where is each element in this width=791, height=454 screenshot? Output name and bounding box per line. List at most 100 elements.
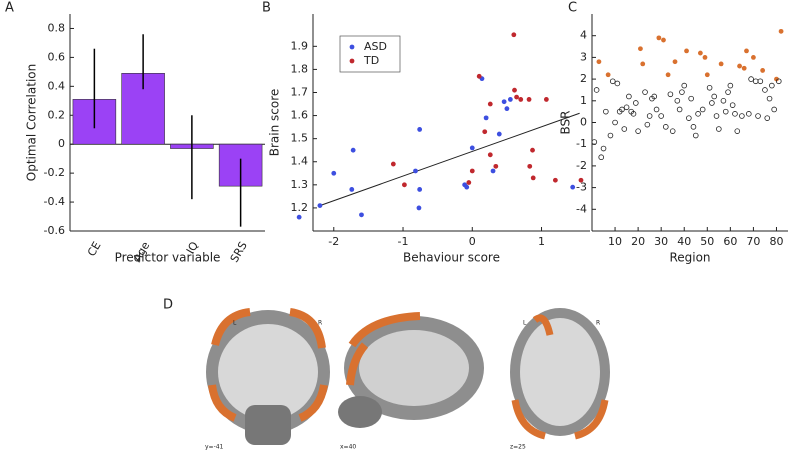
- x-tick-label: -2: [328, 235, 339, 248]
- panel-label: D: [163, 298, 173, 313]
- point: [774, 76, 779, 82]
- point: [741, 65, 747, 71]
- point: [681, 82, 688, 89]
- y-tick-label: 1: [580, 94, 587, 107]
- point: [734, 128, 741, 134]
- brain-right: R: [318, 320, 322, 327]
- point: [487, 152, 493, 158]
- point: [690, 124, 697, 130]
- point: [603, 108, 609, 115]
- y-tick-label: 1.8: [291, 62, 309, 75]
- point: [466, 180, 472, 185]
- point: [464, 184, 470, 190]
- point: [626, 93, 632, 100]
- brain-coord: z=25: [510, 444, 526, 451]
- point: [704, 72, 710, 78]
- point: [661, 37, 666, 43]
- point: [720, 98, 727, 104]
- point: [501, 99, 507, 105]
- y-tick-label: 0.4: [48, 79, 66, 92]
- y-tick-label: -2: [576, 159, 587, 172]
- highlight: [511, 314, 609, 440]
- point: [725, 89, 731, 95]
- x-tick-label: CE: [85, 239, 104, 258]
- point: [760, 68, 766, 73]
- panel-label: A: [5, 1, 14, 16]
- point: [656, 35, 662, 41]
- point: [755, 113, 761, 119]
- x-tick-label: 70: [746, 235, 760, 248]
- y-tick-label: 0: [580, 116, 587, 129]
- point: [676, 106, 683, 113]
- point: [402, 182, 407, 188]
- y-tick-label: -3: [576, 181, 587, 194]
- point: [614, 80, 621, 87]
- y-tick-label: 0.2: [48, 108, 66, 121]
- x-tick-label: 0: [469, 235, 476, 248]
- x-tick-label: SRS: [228, 239, 250, 264]
- y-tick-label: -0.2: [44, 166, 65, 179]
- point: [598, 154, 605, 161]
- point: [775, 78, 782, 85]
- point: [739, 113, 745, 119]
- y-tick-label: -1: [576, 137, 587, 150]
- point: [527, 163, 533, 169]
- white-matter: [218, 324, 318, 420]
- point: [630, 111, 637, 117]
- y-tick-label: 3: [580, 50, 587, 63]
- point: [621, 126, 628, 132]
- y-tick-label: 0.6: [48, 50, 66, 63]
- cerebellum: [245, 405, 291, 445]
- panel-label: B: [262, 1, 271, 16]
- x-tick-label: 30: [654, 235, 668, 248]
- point: [487, 101, 493, 107]
- x-tick-label: 20: [631, 235, 645, 248]
- point: [737, 63, 742, 69]
- x-tick-label: 10: [608, 235, 622, 248]
- point: [476, 73, 482, 79]
- x-tick-label: 1: [538, 235, 545, 248]
- highlight: [208, 308, 328, 422]
- brain-left: L: [233, 320, 237, 327]
- point: [417, 187, 423, 192]
- point: [748, 76, 754, 82]
- point: [706, 84, 713, 91]
- white-matter: [520, 318, 600, 426]
- point: [745, 111, 752, 117]
- point: [504, 106, 510, 112]
- point: [607, 132, 614, 139]
- point: [296, 214, 302, 220]
- brain-left: L: [523, 320, 527, 327]
- cerebellum: [338, 396, 382, 428]
- point: [665, 72, 671, 78]
- y-tick-label: 1.6: [291, 109, 309, 122]
- point: [349, 187, 355, 192]
- point: [653, 106, 660, 113]
- point: [729, 102, 736, 108]
- point: [518, 97, 524, 102]
- point: [727, 82, 734, 89]
- y-axis-label: Optimal Correlation: [25, 64, 39, 181]
- brain-coord: y=-41: [205, 444, 224, 451]
- x-tick-label: 40: [677, 235, 691, 248]
- point: [490, 168, 496, 174]
- point: [600, 145, 607, 152]
- point: [771, 106, 777, 113]
- point: [638, 46, 643, 52]
- x-axis-label: Region: [669, 251, 710, 265]
- point: [512, 87, 517, 93]
- point: [651, 93, 658, 100]
- brain-coord: x=40: [340, 444, 356, 451]
- point: [709, 100, 715, 106]
- point: [612, 119, 618, 126]
- point: [751, 55, 756, 60]
- point: [609, 78, 616, 85]
- y-tick-label: 1.9: [291, 39, 309, 52]
- point: [699, 106, 706, 113]
- point: [642, 89, 648, 95]
- point: [722, 108, 729, 115]
- x-axis-label: Behaviour score: [403, 251, 500, 265]
- y-tick-label: 2: [580, 72, 587, 85]
- brain-images: L R y=-41 x=40 L R z=25 D: [163, 298, 610, 451]
